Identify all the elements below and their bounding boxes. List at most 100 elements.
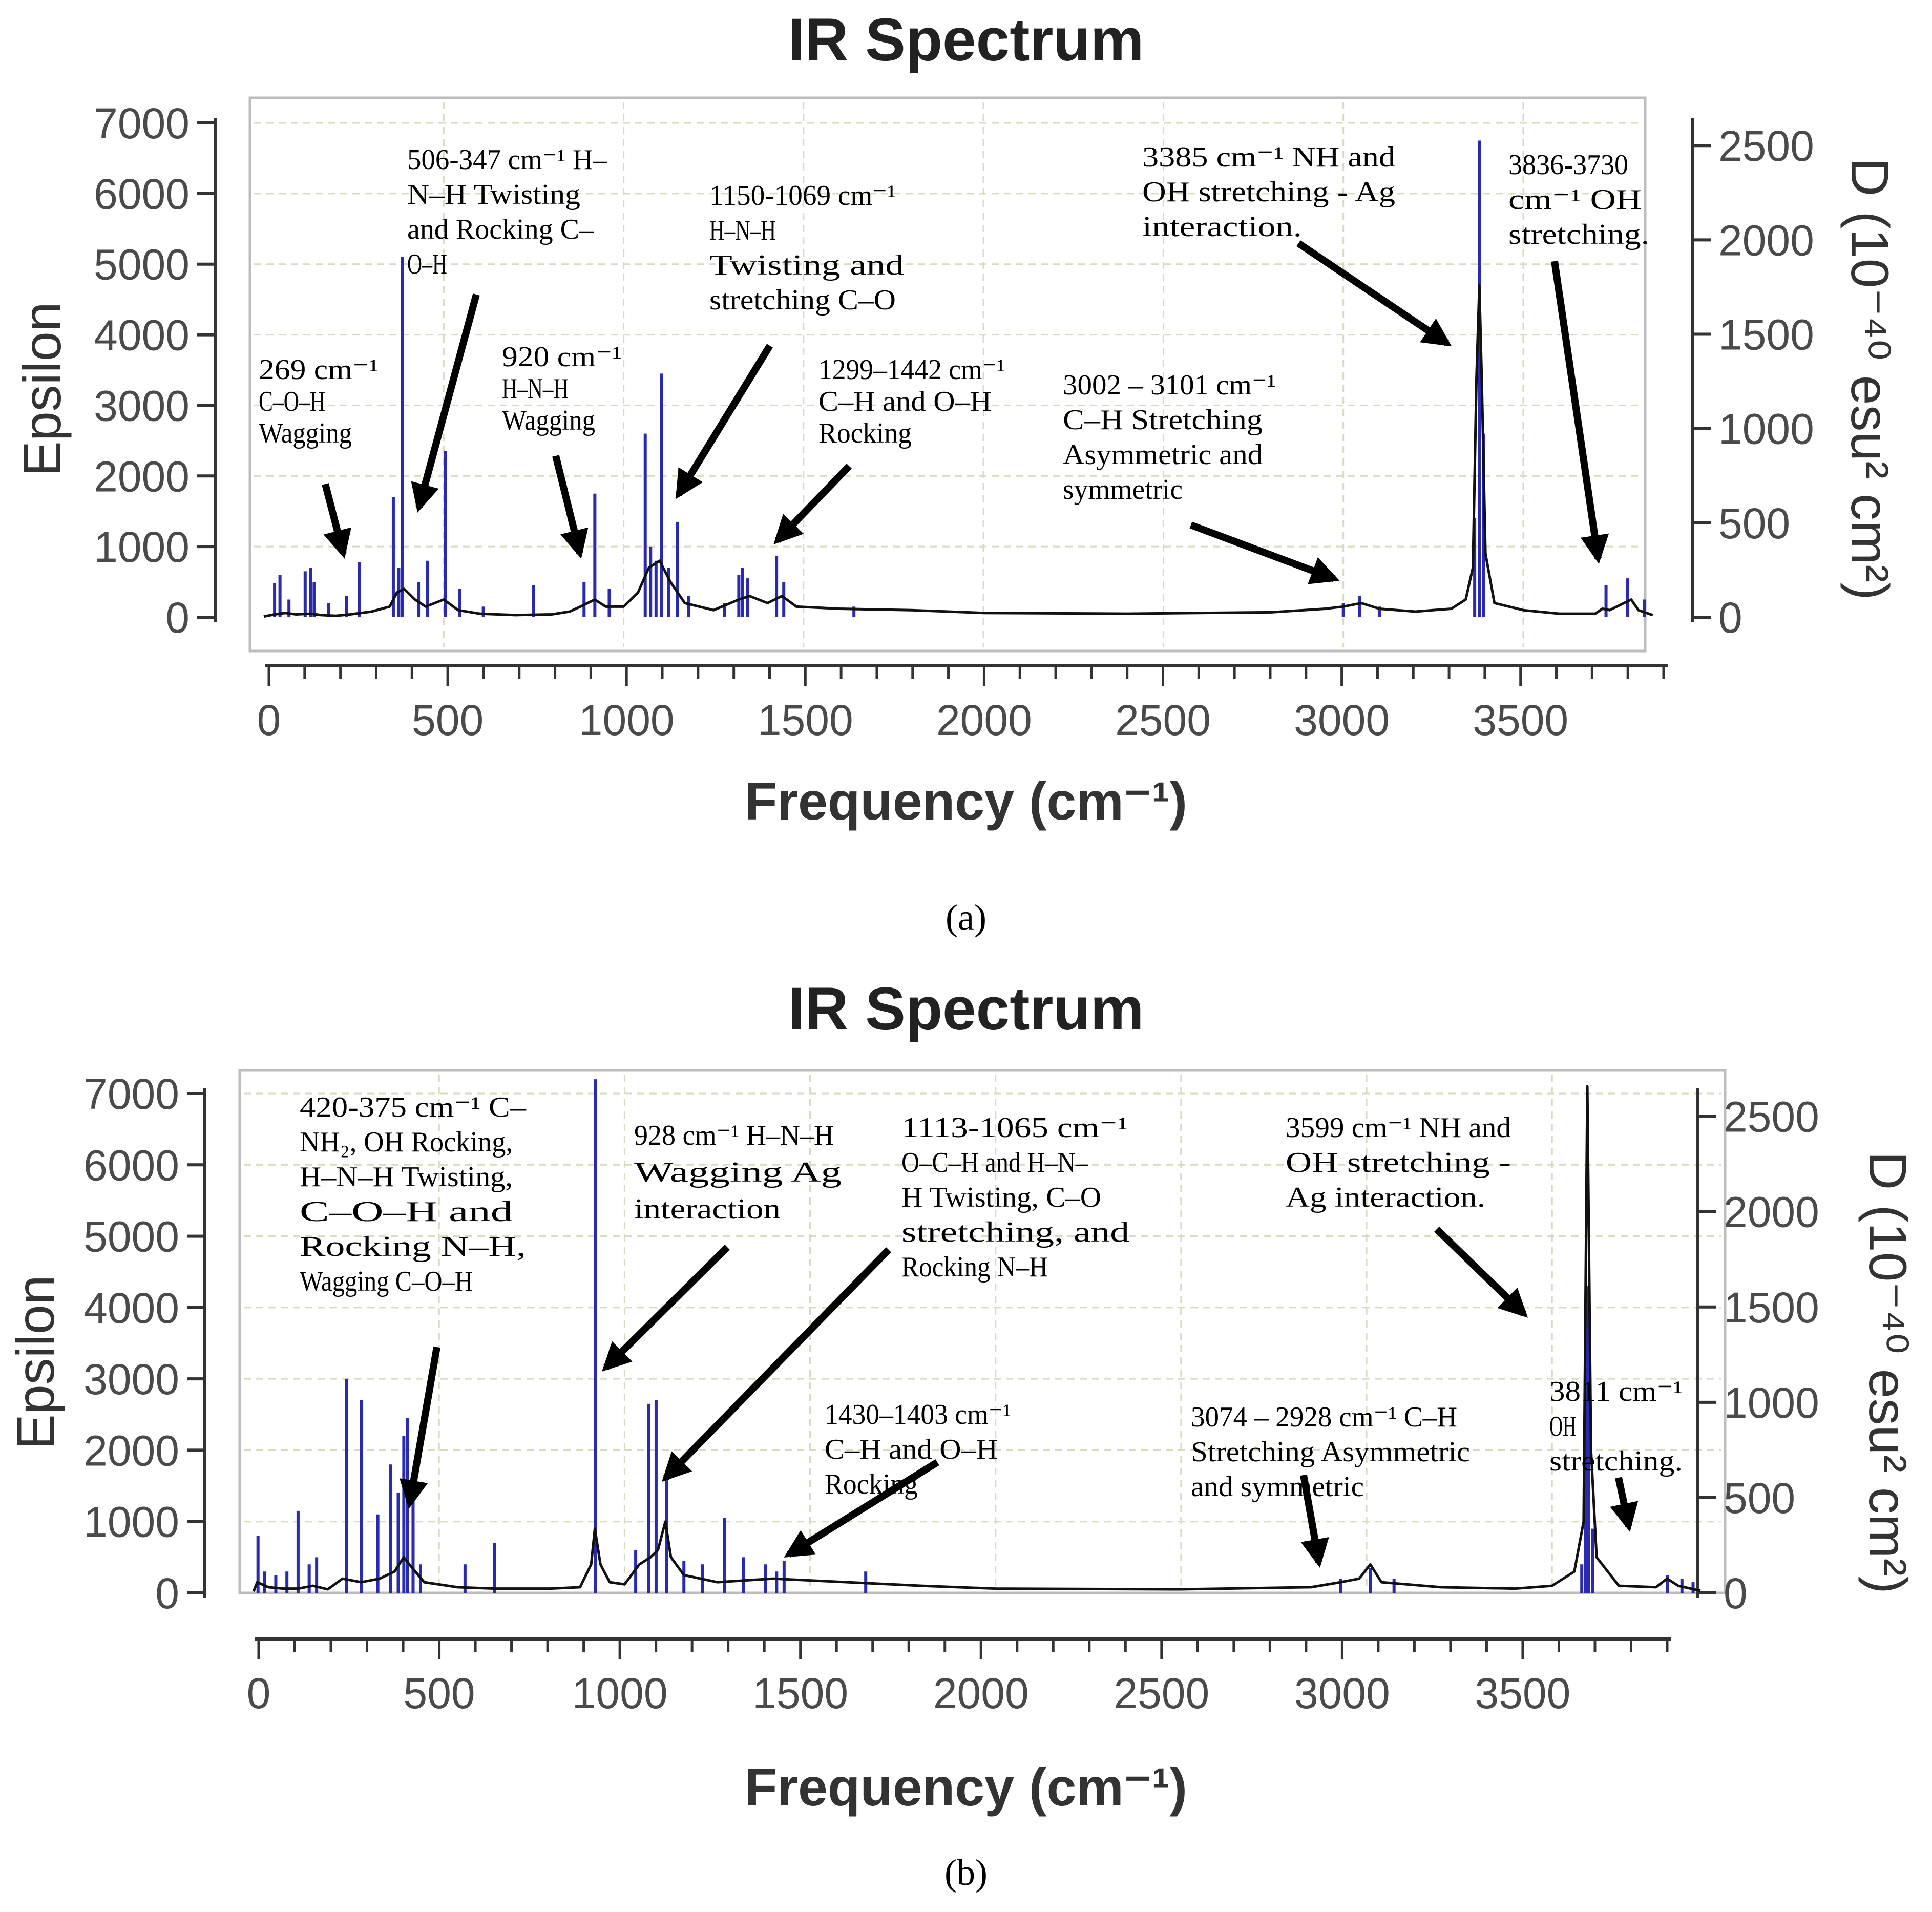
x-tick-label: 1500 <box>752 1669 848 1717</box>
annotation-text: stretching, and <box>901 1216 1129 1248</box>
annotation-text: C–H and O–H <box>825 1434 998 1465</box>
y-tick-label: 2000 <box>83 1426 179 1475</box>
annotation: 1113-1065 cm⁻¹O–C–H and H–N–H Twisting, … <box>662 1112 1129 1482</box>
annotation-text: interaction <box>634 1193 781 1225</box>
y-tick-label: 7000 <box>94 99 190 148</box>
x-tick-label: 1000 <box>579 696 675 744</box>
annotation-text: stretching. <box>1508 219 1649 250</box>
y2-tick-label: 1500 <box>1724 1284 1819 1332</box>
annotation-text: Asymmetric and <box>1063 439 1263 471</box>
annotation-arrow <box>676 344 773 499</box>
annotation-arrow <box>1189 521 1340 584</box>
panel-label: (b) <box>944 1852 988 1893</box>
y-tick-label: 3000 <box>94 382 190 430</box>
x-tick-label: 500 <box>412 696 484 744</box>
annotation: 420-375 cm⁻¹ C–NH₂, OH Rocking,H–N–H Twi… <box>300 1091 527 1509</box>
annotation: 928 cm⁻¹ H–N–H Wagging Ag interaction <box>602 1120 842 1372</box>
x-tick-label: 3000 <box>1294 1669 1390 1717</box>
annotation-arrow <box>322 483 351 559</box>
annotation-text: H–N–H <box>709 215 776 246</box>
annotation-text: Rocking N–H <box>901 1251 1048 1283</box>
annotation-text: 420-375 cm⁻¹ C– <box>300 1091 527 1123</box>
panel-label: (a) <box>946 897 986 938</box>
plot-frame <box>248 96 1647 653</box>
annotation-text: C–H and O–H <box>818 386 992 417</box>
x-tick-label: 3000 <box>1294 696 1390 744</box>
annotation-text: Wagging Ag <box>634 1157 842 1188</box>
annotation-text: 928 cm⁻¹ H–N–H <box>634 1120 834 1151</box>
y2-tick-label: 2000 <box>1724 1188 1819 1236</box>
annotation-text: Rocking <box>818 417 912 449</box>
annotation-text: Wagging <box>502 405 595 436</box>
annotation-text: 3002 – 3101 cm⁻¹ <box>1063 369 1276 401</box>
y2-tick-label: 1500 <box>1718 311 1814 359</box>
annotation-arrow <box>602 1245 730 1372</box>
chart-panel-a: IR Spectrum01000200030004000500060007000… <box>13 6 1899 938</box>
grid-lines <box>244 1075 1721 1589</box>
annotation-text: 1113-1065 cm⁻¹ <box>901 1112 1128 1144</box>
annotation-text: NH₂, OH Rocking, <box>300 1126 513 1158</box>
y2-tick-label: 2000 <box>1718 216 1814 264</box>
y-tick-label: 5000 <box>83 1213 179 1261</box>
annotation-text: Wagging C–O–H <box>300 1266 473 1297</box>
annotation-arrow <box>784 1459 939 1558</box>
y-tick-label: 1000 <box>94 523 190 571</box>
y-axis-label: Epsilon <box>6 1275 66 1449</box>
plot-frame <box>238 1069 1727 1594</box>
y2-tick-label: 2500 <box>1724 1093 1819 1141</box>
annotation-text: 269 cm⁻¹ <box>259 354 379 386</box>
annotation-text: symmetric <box>1063 474 1183 506</box>
annotation-text: and Rocking C– <box>407 214 594 245</box>
annotation-arrow <box>1610 1477 1639 1532</box>
y-tick-label: 6000 <box>94 170 190 218</box>
x-tick-label: 500 <box>403 1669 475 1717</box>
y-axis-left: 0 1000 2000 3000 4000 5000 6000 7000 <box>83 1070 206 1617</box>
spectrum-envelope-line <box>263 284 1653 618</box>
y-axis-left: 0 1000 2000 3000 4000 5000 6000 7000 <box>94 99 217 642</box>
annotation-text: C–O–H <box>259 386 325 417</box>
x-axis-label: Frequency (cm⁻¹) <box>745 772 1187 831</box>
annotation-text: O–H <box>407 248 447 280</box>
grid-lines <box>254 102 1641 647</box>
x-axis-label: Frequency (cm⁻¹) <box>745 1758 1187 1817</box>
y2-axis-label: D (10⁻⁴⁰ esu² cm²) <box>1858 1151 1917 1594</box>
y2-tick-label: 500 <box>1724 1474 1795 1522</box>
y2-tick-label: 500 <box>1718 499 1790 548</box>
annotation-text: OH stretching - <box>1286 1147 1511 1179</box>
chart-title: IR Spectrum <box>788 6 1144 74</box>
y2-tick-label: 2500 <box>1718 122 1814 170</box>
y2-axis-label: D (10⁻⁴⁰ esu² cm²) <box>1840 158 1899 600</box>
annotation-arrow <box>552 455 589 559</box>
annotation-text: C–O–H and <box>300 1196 513 1228</box>
y-tick-label: 7000 <box>83 1070 179 1118</box>
x-tick-label: 0 <box>257 696 281 744</box>
y-tick-label: 0 <box>165 594 190 642</box>
annotation-text: 1430–1403 cm⁻¹ <box>825 1399 1011 1431</box>
annotation-text: cm⁻¹ OH <box>1508 184 1642 216</box>
annotation-text: Stretching Asymmetric <box>1191 1436 1470 1468</box>
y-tick-label: 4000 <box>94 311 190 360</box>
annotation-arrow <box>1296 240 1452 347</box>
annotation-text: 3074 – 2928 cm⁻¹ C–H <box>1191 1401 1457 1433</box>
annotation-arrow <box>1434 1226 1528 1318</box>
x-tick-label: 2500 <box>1115 696 1211 744</box>
x-tick-label: 3500 <box>1475 1669 1571 1717</box>
annotation-arrow <box>1300 1474 1329 1568</box>
annotation-text: 506-347 cm⁻¹ H– <box>407 144 607 176</box>
annotation-text: N–H Twisting <box>407 179 580 211</box>
y-tick-label: 3000 <box>83 1355 179 1403</box>
annotation-text: H–N–H Twisting, <box>300 1161 513 1193</box>
annotation-text: 1150-1069 cm⁻¹ <box>709 180 896 212</box>
x-tick-label: 2000 <box>933 1669 1029 1717</box>
annotation-text: H Twisting, C–O <box>901 1182 1101 1213</box>
y-axis-right: 0 500 1000 1500 2000 2500 <box>1691 118 1814 642</box>
annotation-text: OH stretching - Ag <box>1142 176 1395 208</box>
y-tick-label: 5000 <box>94 241 190 289</box>
y2-tick-label: 0 <box>1724 1569 1748 1617</box>
